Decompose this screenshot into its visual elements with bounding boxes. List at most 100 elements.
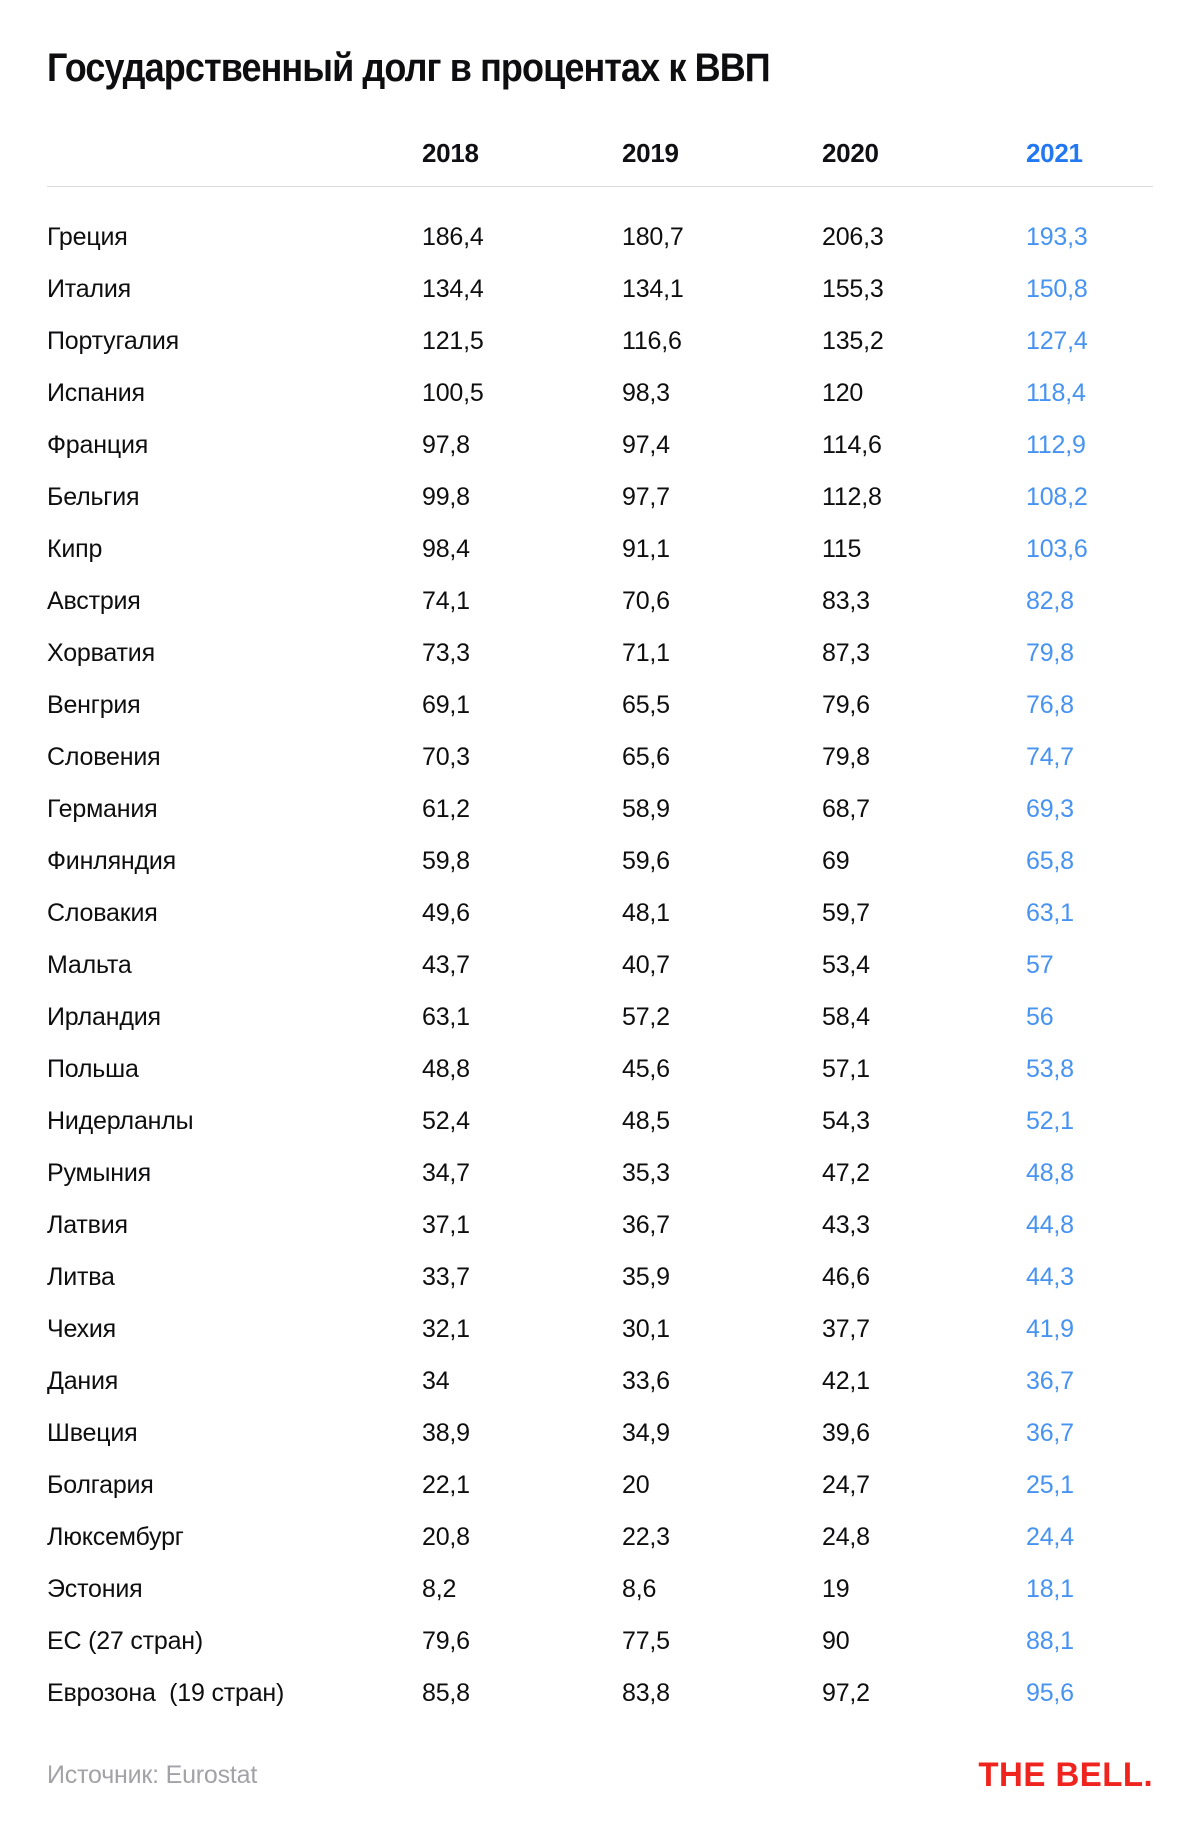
value-2018: 48,8 (422, 1054, 470, 1083)
value-2020: 54,3 (822, 1106, 870, 1135)
value-2019: 45,6 (622, 1054, 670, 1083)
value-2021: 18,1 (1026, 1574, 1074, 1603)
value-2019: 40,7 (622, 950, 670, 979)
table-row: Швеция 38,9 34,9 39,6 36,7 (47, 1407, 1153, 1459)
table-row: Мальта 43,7 40,7 53,4 57 (47, 939, 1153, 991)
country-label: Германия (47, 794, 158, 823)
value-2018: 52,4 (422, 1106, 470, 1135)
table-row: Португалия 121,5 116,6 135,2 127,4 (47, 315, 1153, 367)
country-label: Италия (47, 274, 131, 303)
country-label: Литва (47, 1262, 115, 1291)
country-label: Хорватия (47, 638, 155, 667)
value-2021: 25,1 (1026, 1470, 1074, 1499)
table-row: Венгрия 69,1 65,5 79,6 76,8 (47, 679, 1153, 731)
country-label: Эстония (47, 1574, 143, 1603)
value-2018: 73,3 (422, 638, 470, 667)
value-2018: 34 (422, 1366, 450, 1395)
country-label: Ирландия (47, 1002, 161, 1031)
page-title: Государственный долг в процентах к ВВП (47, 46, 771, 90)
value-2018: 85,8 (422, 1678, 470, 1707)
value-2018: 186,4 (422, 222, 484, 251)
value-2021: 65,8 (1026, 846, 1074, 875)
table-row: Греция 186,4 180,7 206,3 193,3 (47, 211, 1153, 263)
table-row: Словакия 49,6 48,1 59,7 63,1 (47, 887, 1153, 939)
table-row: ЕС (27 стран) 79,6 77,5 90 88,1 (47, 1615, 1153, 1667)
table-row: Австрия 74,1 70,6 83,3 82,8 (47, 575, 1153, 627)
value-2018: 59,8 (422, 846, 470, 875)
value-2020: 42,1 (822, 1366, 870, 1395)
value-2019: 48,1 (622, 898, 670, 927)
table-row: Ирландия 63,1 57,2 58,4 56 (47, 991, 1153, 1043)
value-2020: 135,2 (822, 326, 884, 355)
value-2020: 79,6 (822, 690, 870, 719)
value-2020: 37,7 (822, 1314, 870, 1343)
value-2018: 33,7 (422, 1262, 470, 1291)
value-2021: 103,6 (1026, 534, 1088, 563)
country-label: Нидерланлы (47, 1106, 194, 1135)
value-2020: 24,8 (822, 1522, 870, 1551)
value-2019: 58,9 (622, 794, 670, 823)
value-2018: 74,1 (422, 586, 470, 615)
value-2021: 24,4 (1026, 1522, 1074, 1551)
value-2021: 36,7 (1026, 1366, 1074, 1395)
value-2020: 155,3 (822, 274, 884, 303)
value-2019: 77,5 (622, 1626, 670, 1655)
value-2021: 44,3 (1026, 1262, 1074, 1291)
table-row: Люксембург 20,8 22,3 24,8 24,4 (47, 1511, 1153, 1563)
value-2019: 59,6 (622, 846, 670, 875)
the-bell-logo: THE BELL. (978, 1755, 1153, 1794)
value-2020: 97,2 (822, 1678, 870, 1707)
country-label: Австрия (47, 586, 141, 615)
value-2020: 69 (822, 846, 850, 875)
country-label: Румыния (47, 1158, 151, 1187)
value-2020: 114,6 (822, 430, 882, 459)
value-2019: 180,7 (622, 222, 684, 251)
table-row: Кипр 98,4 91,1 115 103,6 (47, 523, 1153, 575)
value-2018: 34,7 (422, 1158, 470, 1187)
value-2021: 193,3 (1026, 222, 1088, 251)
value-2020: 53,4 (822, 950, 870, 979)
value-2020: 87,3 (822, 638, 870, 667)
value-2021: 53,8 (1026, 1054, 1074, 1083)
table-row: Нидерланлы 52,4 48,5 54,3 52,1 (47, 1095, 1153, 1147)
header-divider (47, 186, 1153, 187)
value-2018: 134,4 (422, 274, 484, 303)
table-row: Дания 34 33,6 42,1 36,7 (47, 1355, 1153, 1407)
country-label: Болгария (47, 1470, 154, 1499)
year-header-2021: 2021 (1026, 137, 1083, 168)
value-2021: 108,2 (1026, 482, 1088, 511)
country-label: Польша (47, 1054, 139, 1083)
value-2021: 52,1 (1026, 1106, 1074, 1135)
table-row: Литва 33,7 35,9 46,6 44,3 (47, 1251, 1153, 1303)
table-row: Чехия 32,1 30,1 37,7 41,9 (47, 1303, 1153, 1355)
value-2021: 95,6 (1026, 1678, 1074, 1707)
value-2018: 98,4 (422, 534, 470, 563)
value-2021: 63,1 (1026, 898, 1074, 927)
country-label: Португалия (47, 326, 180, 355)
value-2020: 46,6 (822, 1262, 870, 1291)
value-2019: 8,6 (622, 1574, 657, 1603)
country-label: Дания (47, 1366, 119, 1395)
table-row: Румыния 34,7 35,3 47,2 48,8 (47, 1147, 1153, 1199)
country-label: Латвия (47, 1210, 128, 1239)
value-2019: 36,7 (622, 1210, 670, 1239)
table-row: Еврозона (19 стран) 85,8 83,8 97,2 95,6 (47, 1667, 1153, 1719)
value-2020: 68,7 (822, 794, 870, 823)
value-2019: 98,3 (622, 378, 670, 407)
value-2019: 116,6 (622, 326, 682, 355)
country-label: Швеция (47, 1418, 138, 1447)
table-row: Франция 97,8 97,4 114,6 112,9 (47, 419, 1153, 471)
value-2018: 32,1 (422, 1314, 470, 1343)
value-2019: 20 (622, 1470, 650, 1499)
value-2020: 59,7 (822, 898, 870, 927)
value-2018: 100,5 (422, 378, 484, 407)
value-2019: 65,5 (622, 690, 670, 719)
value-2020: 24,7 (822, 1470, 870, 1499)
country-label: Венгрия (47, 690, 141, 719)
year-header-2020: 2020 (822, 137, 879, 168)
table-row: Италия 134,4 134,1 155,3 150,8 (47, 263, 1153, 315)
country-label: ЕС (27 стран) (47, 1626, 204, 1655)
value-2021: 112,9 (1026, 430, 1086, 459)
value-2018: 49,6 (422, 898, 470, 927)
table-row: Эстония 8,2 8,6 19 18,1 (47, 1563, 1153, 1615)
